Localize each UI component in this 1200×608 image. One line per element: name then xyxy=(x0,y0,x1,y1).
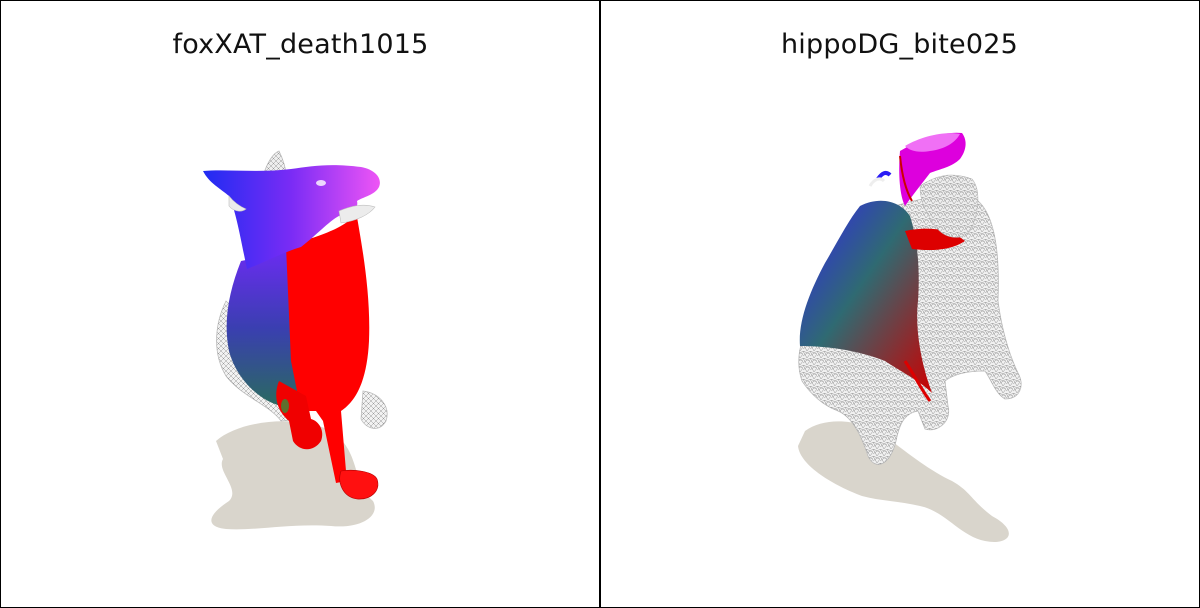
fox-head xyxy=(203,165,380,269)
hippo-flank xyxy=(799,200,932,393)
fox-paw xyxy=(339,469,379,500)
panel-fox: foxXAT_death1015 xyxy=(1,1,600,607)
hippo-shadow xyxy=(798,421,1009,542)
panel-hippo: hippoDG_bite025 xyxy=(600,1,1199,607)
panel-title-fox: foxXAT_death1015 xyxy=(172,29,429,60)
fox-chest xyxy=(226,251,306,406)
fox-mouth-mesh xyxy=(338,204,376,224)
panel-divider xyxy=(599,1,601,607)
hippo-mesh-icon xyxy=(798,132,1022,542)
panel-title-hippo: hippoDG_bite025 xyxy=(781,29,1018,60)
fox-front-leg xyxy=(276,381,323,450)
fox-body-red xyxy=(286,211,370,483)
fox-mesh-icon xyxy=(203,150,388,530)
